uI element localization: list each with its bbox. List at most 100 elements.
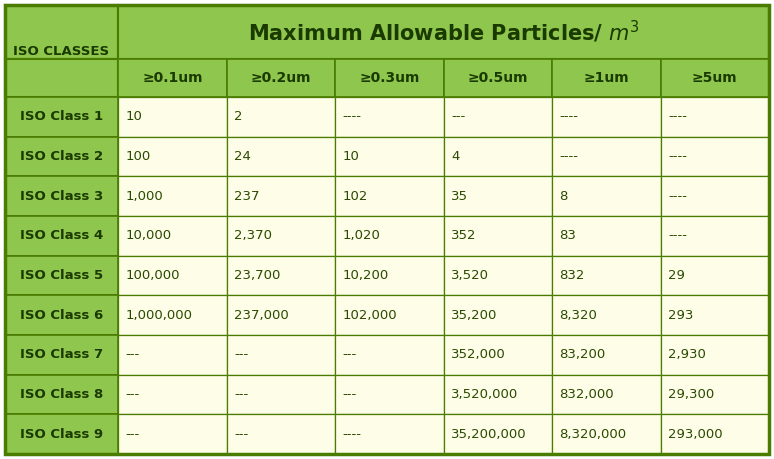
Text: 23,700: 23,700 [235,269,280,282]
Text: 100,000: 100,000 [125,269,180,282]
Text: ISO Class 5: ISO Class 5 [20,269,103,282]
Bar [5,97,118,137]
Bar [335,97,444,137]
Bar [118,256,227,295]
Bar [5,176,118,216]
Text: ----: ---- [668,190,687,203]
Text: 8,320: 8,320 [560,309,598,322]
Bar [5,375,118,414]
Text: 102,000: 102,000 [343,309,397,322]
Bar [227,256,335,295]
Bar [444,375,552,414]
Bar [5,137,118,176]
Bar [118,137,227,176]
Text: 83: 83 [560,230,577,242]
Text: ----: ---- [343,428,361,441]
Text: 10,000: 10,000 [125,230,172,242]
Text: ---: --- [343,348,357,361]
Text: ---: --- [235,428,248,441]
Bar [227,375,335,414]
Text: ---: --- [125,348,140,361]
Bar [660,295,769,335]
Text: ----: ---- [668,110,687,123]
Text: 10: 10 [343,150,359,163]
Text: 1,000,000: 1,000,000 [125,309,193,322]
Bar [444,335,552,375]
Text: ISO Class 1: ISO Class 1 [20,110,103,123]
Text: ISO Class 7: ISO Class 7 [20,348,103,361]
Bar [660,59,769,97]
Text: ≥0.5um: ≥0.5um [467,71,528,85]
Text: 832: 832 [560,269,585,282]
Bar [118,414,227,454]
Text: ---: --- [235,388,248,401]
Bar [335,295,444,335]
Bar [552,59,660,97]
Bar [552,375,660,414]
Text: ---: --- [451,110,465,123]
Text: 1,000: 1,000 [125,190,163,203]
Bar [118,375,227,414]
Bar [552,295,660,335]
Text: ----: ---- [668,230,687,242]
Text: ≥0.2um: ≥0.2um [251,71,311,85]
Bar [5,414,118,454]
Bar [660,216,769,256]
Bar [5,216,118,256]
Text: 2,930: 2,930 [668,348,706,361]
Bar [660,414,769,454]
Text: 29: 29 [668,269,685,282]
Bar [227,97,335,137]
Bar [5,295,118,335]
Bar [552,137,660,176]
Bar [552,256,660,295]
Bar [227,137,335,176]
Bar [227,295,335,335]
Text: ≥1um: ≥1um [584,71,629,85]
Bar [660,256,769,295]
Text: ≥0.3um: ≥0.3um [359,71,420,85]
Bar [118,59,227,97]
Text: 102: 102 [343,190,368,203]
Bar [118,335,227,375]
Text: 293,000: 293,000 [668,428,723,441]
Bar [660,375,769,414]
Bar [444,137,552,176]
Bar [660,97,769,137]
Bar [444,295,552,335]
Text: ----: ---- [560,110,579,123]
Bar [552,216,660,256]
Text: ---: --- [125,428,140,441]
Text: 10,200: 10,200 [343,269,389,282]
Text: 293: 293 [668,309,694,322]
Bar [227,216,335,256]
Text: ISO CLASSES: ISO CLASSES [13,45,110,57]
Bar [5,256,118,295]
Bar [118,97,227,137]
Text: 35: 35 [451,190,468,203]
Bar [444,176,552,216]
Bar [335,375,444,414]
Bar [444,59,552,97]
Bar [5,59,118,97]
Bar [118,295,227,335]
Text: 24: 24 [235,150,251,163]
Text: ISO Class 6: ISO Class 6 [20,309,103,322]
Bar [118,216,227,256]
Bar [335,137,444,176]
Text: 8: 8 [560,190,568,203]
Text: ----: ---- [343,110,361,123]
Text: ≥5um: ≥5um [692,71,738,85]
Text: 83,200: 83,200 [560,348,606,361]
Bar [335,256,444,295]
Bar [118,5,769,59]
Bar [335,216,444,256]
Bar [5,5,118,59]
Bar [335,335,444,375]
Text: 3,520,000: 3,520,000 [451,388,519,401]
Text: 832,000: 832,000 [560,388,615,401]
Text: ISO Class 9: ISO Class 9 [20,428,103,441]
Bar [552,414,660,454]
Text: 4: 4 [451,150,460,163]
Bar [227,335,335,375]
